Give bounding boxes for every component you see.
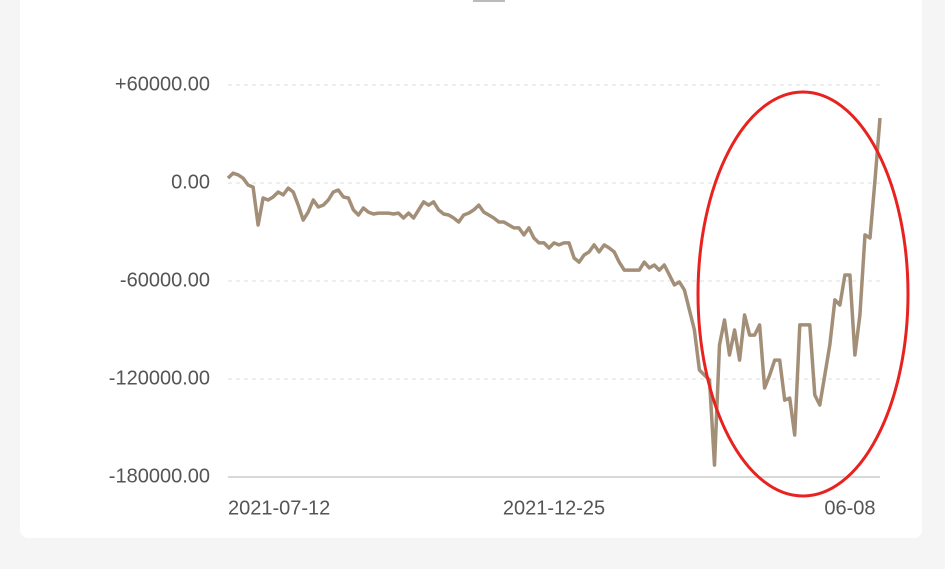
- y-tick-label: -60000.00: [120, 269, 210, 291]
- x-tick-label: 2021-12-25: [503, 497, 605, 519]
- y-tick-label: 0.00: [171, 171, 210, 193]
- highlight-ellipse: [696, 90, 910, 498]
- y-tick-label: -120000.00: [109, 367, 210, 389]
- y-tick-label: +60000.00: [115, 73, 210, 95]
- card: [20, 0, 922, 538]
- x-tick-label: 06-08: [824, 497, 875, 519]
- y-tick-label: -180000.00: [109, 465, 210, 487]
- legend-remnant: [473, 0, 505, 2]
- data-line: [226, 117, 882, 467]
- x-tick-label: 2021-07-12: [228, 497, 330, 519]
